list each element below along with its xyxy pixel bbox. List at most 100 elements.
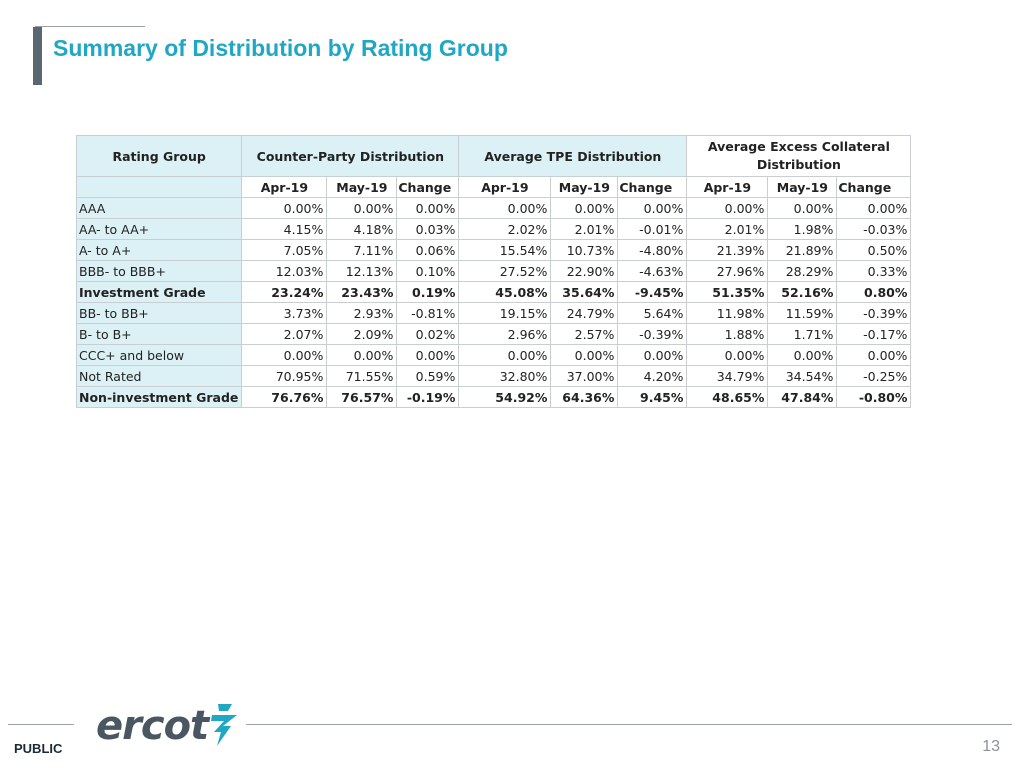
value-cell: 0.80% <box>836 281 912 303</box>
value-cell: 0.00% <box>617 344 688 366</box>
value-cell: 0.00% <box>836 197 912 219</box>
header-rating-group: Rating Group <box>75 135 243 177</box>
value-cell: 34.54% <box>767 365 838 387</box>
ercot-bolt-icon <box>210 702 240 753</box>
value-cell: 0.33% <box>836 260 912 282</box>
distribution-table-wrapper: Rating Group Counter-Party Distribution … <box>75 135 912 408</box>
value-cell: 54.92% <box>458 386 552 408</box>
value-cell: 12.03% <box>241 260 328 282</box>
value-cell: 24.79% <box>550 302 619 324</box>
value-cell: 0.02% <box>396 323 460 345</box>
rating-group-label: BBB- to BBB+ <box>75 260 243 282</box>
value-cell: 23.24% <box>241 281 328 303</box>
rating-group-label: AAA <box>75 197 243 219</box>
value-cell: -0.39% <box>617 323 688 345</box>
value-cell: 35.64% <box>550 281 619 303</box>
title-top-rule <box>35 26 145 27</box>
value-cell: 15.54% <box>458 239 552 261</box>
value-cell: 23.43% <box>326 281 398 303</box>
value-cell: 51.35% <box>686 281 769 303</box>
value-cell: -0.80% <box>836 386 912 408</box>
subheader-tpe-change: Change <box>617 176 688 198</box>
value-cell: 2.01% <box>686 218 769 240</box>
subheader-cp-apr: Apr-19 <box>241 176 328 198</box>
value-cell: 0.50% <box>836 239 912 261</box>
value-cell: 28.29% <box>767 260 838 282</box>
value-cell: 11.98% <box>686 302 769 324</box>
value-cell: 2.09% <box>326 323 398 345</box>
table-row: B- to B+ 2.07% 2.09% 0.02% 2.96% 2.57% -0.39% 1… <box>75 323 912 345</box>
table-row: AAA 0.00% 0.00% 0.00% 0.00% 0.00% 0.00% 0.00% 0.… <box>75 197 912 219</box>
value-cell: 52.16% <box>767 281 838 303</box>
ercot-logo: ercot <box>96 698 240 753</box>
table-header-row: Rating Group Counter-Party Distribution … <box>75 135 912 177</box>
value-cell: 45.08% <box>458 281 552 303</box>
value-cell: 34.79% <box>686 365 769 387</box>
value-cell: 2.96% <box>458 323 552 345</box>
table-row: A- to A+ 7.05% 7.11% 0.06% 15.54% 10.73% -4.80… <box>75 239 912 261</box>
value-cell: 71.55% <box>326 365 398 387</box>
value-cell: 2.57% <box>550 323 619 345</box>
value-cell: 76.76% <box>241 386 328 408</box>
value-cell: 19.15% <box>458 302 552 324</box>
logo-wordmark: ercot <box>96 702 209 749</box>
value-cell: 10.73% <box>550 239 619 261</box>
value-cell: 64.36% <box>550 386 619 408</box>
subheader-cp-change: Change <box>396 176 460 198</box>
value-cell: -0.01% <box>617 218 688 240</box>
value-cell: 7.11% <box>326 239 398 261</box>
value-cell: 9.45% <box>617 386 688 408</box>
value-cell: 0.00% <box>617 197 688 219</box>
value-cell: 11.59% <box>767 302 838 324</box>
footer-right-rule <box>246 724 1012 725</box>
distribution-table: Rating Group Counter-Party Distribution … <box>75 135 912 408</box>
rating-group-label: A- to A+ <box>75 239 243 261</box>
value-cell: 7.05% <box>241 239 328 261</box>
value-cell: 0.59% <box>396 365 460 387</box>
value-cell: 1.71% <box>767 323 838 345</box>
rating-group-label: Investment Grade <box>75 281 243 303</box>
value-cell: 0.10% <box>396 260 460 282</box>
table-subheader-row: Apr-19 May-19 Change Apr-19 May-19 Chang… <box>75 176 912 198</box>
value-cell: 0.00% <box>396 197 460 219</box>
rating-group-label: Non-investment Grade <box>75 386 243 408</box>
header-average-excess-collateral-distribution: Average Excess Collateral Distribution <box>686 135 912 177</box>
value-cell: 70.95% <box>241 365 328 387</box>
value-cell: 0.06% <box>396 239 460 261</box>
footer-left-rule <box>8 724 74 725</box>
page-title: Summary of Distribution by Rating Group <box>53 35 508 61</box>
value-cell: 2.07% <box>241 323 328 345</box>
value-cell: 2.01% <box>550 218 619 240</box>
subheader-blank <box>75 176 243 198</box>
value-cell: -0.39% <box>836 302 912 324</box>
value-cell: 0.00% <box>326 344 398 366</box>
value-cell: 0.00% <box>767 197 838 219</box>
value-cell: 2.02% <box>458 218 552 240</box>
value-cell: 0.00% <box>550 197 619 219</box>
value-cell: 0.00% <box>396 344 460 366</box>
subheader-ec-may: May-19 <box>767 176 838 198</box>
value-cell: 27.52% <box>458 260 552 282</box>
value-cell: 12.13% <box>326 260 398 282</box>
value-cell: 1.88% <box>686 323 769 345</box>
value-cell: 22.90% <box>550 260 619 282</box>
value-cell: 0.00% <box>326 197 398 219</box>
subheader-tpe-may: May-19 <box>550 176 619 198</box>
value-cell: 0.00% <box>686 197 769 219</box>
value-cell: 1.98% <box>767 218 838 240</box>
value-cell: -0.03% <box>836 218 912 240</box>
value-cell: 48.65% <box>686 386 769 408</box>
table-row: AA- to AA+ 4.15% 4.18% 0.03% 2.02% 2.01% -0.01… <box>75 218 912 240</box>
value-cell: 5.64% <box>617 302 688 324</box>
value-cell: 2.93% <box>326 302 398 324</box>
value-cell: -0.19% <box>396 386 460 408</box>
value-cell: 0.19% <box>396 281 460 303</box>
title-accent-bar <box>33 27 42 85</box>
table-row: Not Rated 70.95% 71.55% 0.59% 32.80% 37.00% 4.… <box>75 365 912 387</box>
value-cell: -0.81% <box>396 302 460 324</box>
header-counterparty-distribution: Counter-Party Distribution <box>241 135 460 177</box>
rating-group-label: BB- to BB+ <box>75 302 243 324</box>
value-cell: -4.63% <box>617 260 688 282</box>
value-cell: 4.18% <box>326 218 398 240</box>
value-cell: -4.80% <box>617 239 688 261</box>
